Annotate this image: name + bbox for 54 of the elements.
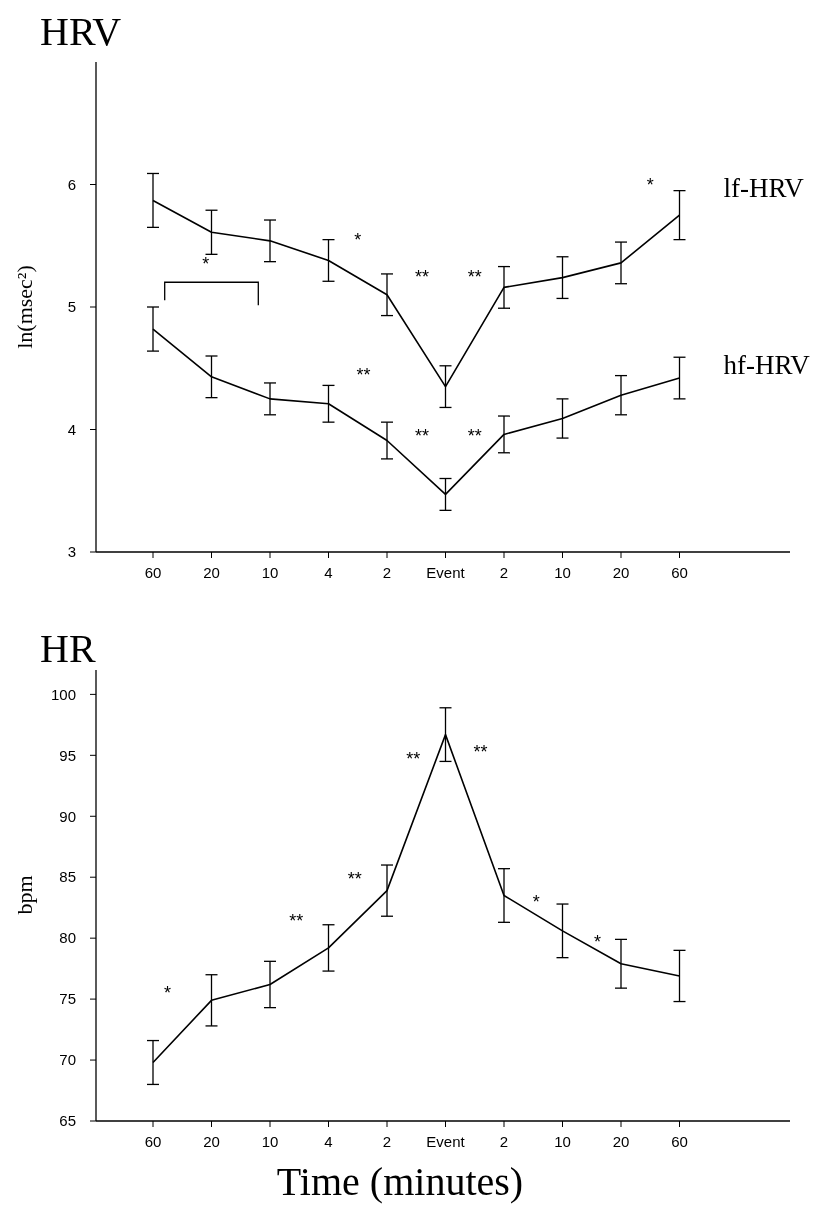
annotation: * — [532, 891, 540, 912]
y-tick-label: 65 — [59, 1112, 76, 1130]
y-tick-label: 6 — [67, 175, 76, 193]
y-tick-label: 75 — [59, 990, 76, 1008]
y-axis-title: ln(msec²) — [12, 265, 37, 349]
annotation: * — [354, 229, 362, 250]
x-tick-label: 2 — [499, 564, 509, 581]
y-tick-label: 100 — [50, 685, 76, 703]
annotation: ** — [406, 749, 421, 770]
x-tick-label: 10 — [554, 1133, 571, 1150]
x-tick-label: 20 — [203, 564, 220, 581]
x-tick-label: 10 — [554, 564, 571, 581]
x-tick-label: Event — [426, 1133, 466, 1150]
x-tick-label: 2 — [499, 1133, 509, 1150]
chart-title: HRV — [40, 9, 122, 54]
annotation: ** — [347, 868, 362, 889]
annotation: ** — [473, 741, 488, 762]
x-tick-label: 2 — [382, 564, 392, 581]
y-tick-label: 80 — [59, 929, 76, 947]
annotation: * — [646, 174, 654, 195]
annotation: ** — [415, 266, 430, 287]
y-tick-label: 85 — [59, 868, 76, 886]
y-tick-label: 95 — [59, 746, 76, 764]
x-tick-label: 60 — [144, 564, 162, 581]
annotation: ** — [415, 425, 430, 446]
annotation: * — [594, 931, 602, 952]
annotation: ** — [289, 911, 304, 932]
x-tick-label: 4 — [324, 564, 333, 581]
y-axis-title: bpm — [12, 875, 37, 915]
annotation: ** — [356, 364, 371, 385]
chart-title: HR — [40, 626, 96, 671]
x-tick-label: 20 — [612, 564, 630, 581]
x-tick-label: 4 — [324, 1133, 333, 1150]
series-label: lf-HRV — [723, 173, 805, 204]
annotation: * — [202, 254, 210, 275]
x-tick-label: 60 — [671, 564, 688, 581]
x-tick-label: 10 — [261, 1133, 279, 1150]
x-tick-label: 60 — [671, 1133, 688, 1150]
x-tick-label: 20 — [612, 1133, 630, 1150]
y-tick-label: 90 — [59, 807, 76, 825]
series-label: hf-HRV — [723, 350, 811, 381]
y-tick-label: 70 — [59, 1051, 76, 1069]
annotation: ** — [467, 266, 482, 287]
x-tick-label: 2 — [382, 1133, 392, 1150]
x-tick-label: 20 — [203, 1133, 220, 1150]
x-tick-label: 10 — [261, 564, 279, 581]
x-tick-label: Event — [426, 564, 466, 581]
y-tick-label: 4 — [67, 420, 76, 438]
y-tick-label: 5 — [67, 298, 76, 316]
x-axis-title: Time (minutes) — [276, 1159, 524, 1204]
y-tick-label: 3 — [67, 543, 76, 561]
annotation: ** — [467, 425, 482, 446]
x-tick-label: 60 — [144, 1133, 162, 1150]
annotation: * — [164, 983, 172, 1004]
